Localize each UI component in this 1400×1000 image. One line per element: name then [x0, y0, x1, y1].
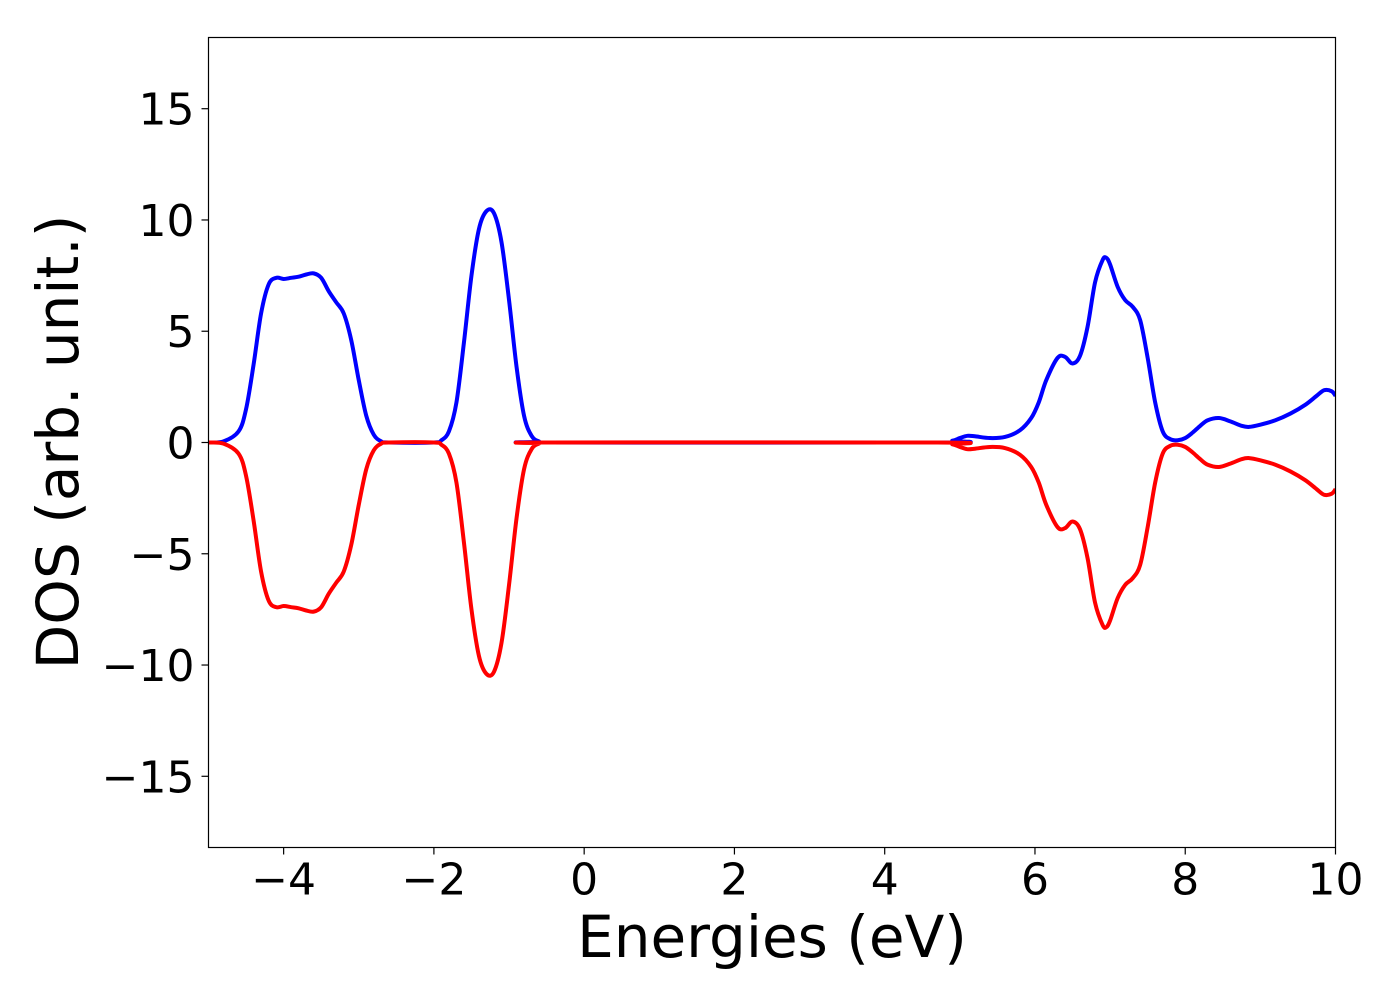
y-tick-label: −5 [130, 530, 195, 581]
x-tick-label: −4 [251, 855, 316, 906]
y-tick-label: 10 [139, 196, 195, 247]
y-tick-label: 5 [167, 307, 195, 358]
y-axis-label: DOS (arb. unit.) [24, 215, 92, 670]
x-tick-label: 4 [871, 855, 899, 906]
x-tick-label: 6 [1021, 855, 1049, 906]
x-tick-label: 2 [720, 855, 748, 906]
series-line-spin-down [208, 440, 1336, 678]
x-tick-label: 0 [570, 855, 598, 906]
x-tick-label: 8 [1171, 855, 1199, 906]
y-tick-label: −10 [102, 641, 195, 692]
series-layer [208, 207, 1336, 678]
y-tick-label: 15 [139, 85, 195, 136]
y-tick-label: 0 [167, 419, 195, 470]
x-tick-label: −2 [401, 855, 466, 906]
y-tick-label: −15 [102, 752, 195, 803]
x-axis-ticks: −4 −2 0 2 4 6 8 10 [251, 847, 1364, 906]
x-tick-label: 10 [1308, 855, 1364, 906]
series-line-spin-up [208, 207, 1336, 445]
x-axis-label: Energies (eV) [577, 903, 967, 971]
y-axis-ticks: 15 10 5 0 −5 −10 −15 [102, 85, 209, 803]
